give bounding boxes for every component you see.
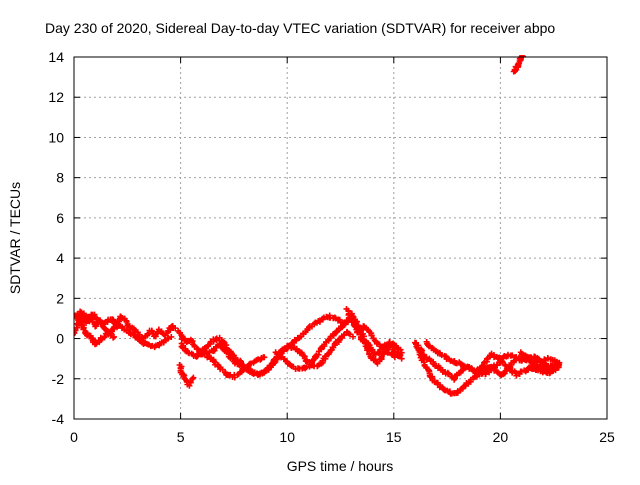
x-tick-label: 0 [70,429,78,445]
y-tick-label: 10 [48,129,64,145]
data-point [398,355,405,362]
data-track [517,349,563,376]
y-tick-label: -2 [52,371,65,387]
x-tick-label: 5 [177,429,185,445]
data-point [190,374,197,381]
data-track [199,346,268,381]
data-point [391,354,398,361]
y-tick-label: 12 [48,89,64,105]
data-point [445,371,452,378]
data-point [168,333,175,340]
data-point [397,352,404,359]
data-track [343,305,405,367]
data-point [111,333,118,340]
data-point [152,333,159,340]
data-point [340,332,347,339]
y-tick-label: 14 [48,49,64,65]
x-tick-label: 25 [599,429,615,445]
y-tick-label: 4 [56,250,64,266]
grid [74,57,607,419]
ticks: 0 5 10 15 20 25 -4 -2 0 2 4 6 8 10 12 14 [48,49,615,445]
data-track [176,362,197,389]
chart-title: Day 230 of 2020, Sidereal Day-to-day VTE… [45,20,555,36]
data-point [501,361,508,368]
x-tick-label: 20 [493,429,509,445]
data-point [349,333,356,340]
data-point [216,341,223,348]
data-point [525,364,532,371]
data-point [165,335,172,342]
y-tick-label: 0 [56,331,64,347]
data-point [212,336,219,343]
data-point [172,325,179,332]
y-tick-label: 2 [56,290,64,306]
x-tick-label: 10 [279,429,295,445]
data-track [510,55,527,75]
data-point [92,314,99,321]
data-point [397,346,404,353]
x-tick-label: 15 [386,429,402,445]
data-track [354,323,404,361]
data-point [261,354,268,361]
plot-frame [73,56,608,420]
series-SDTVAR [74,55,563,397]
y-tick-label: 8 [56,170,64,186]
data-point [341,321,348,328]
data-track [178,328,356,379]
data-series [74,55,563,397]
y-axis-label: SDTVAR / TECUs [7,182,23,294]
y-tick-label: 6 [56,210,64,226]
data-point [271,360,278,367]
y-tick-label: -4 [52,411,65,427]
x-axis-label: GPS time / hours [287,458,394,474]
